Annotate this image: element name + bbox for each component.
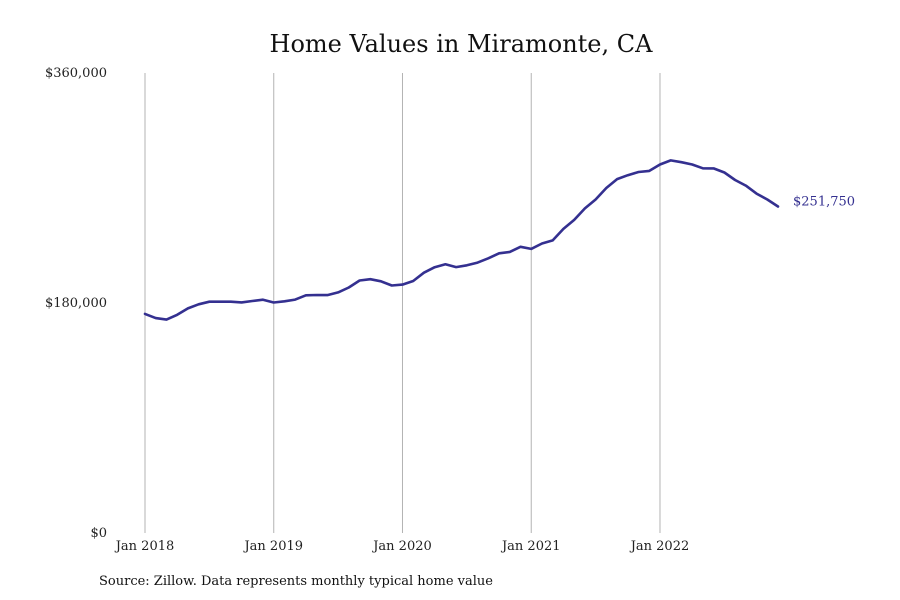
x-tick-label: Jan 2020 (371, 539, 432, 554)
series-end-label: $251,750 (793, 195, 855, 210)
chart-title: Home Values in Miramonte, CA (270, 30, 654, 58)
x-axis: Jan 2018 Jan 2019 Jan 2020 Jan 2021 Jan 2022 (114, 539, 690, 554)
x-tick-label: Jan 2019 (242, 539, 303, 554)
x-tick-label: Jan 2021 (500, 539, 561, 554)
grid-lines (144, 73, 661, 533)
source-note: Source: Zillow. Data represents monthly … (99, 574, 493, 589)
x-tick-label: Jan 2022 (629, 539, 690, 554)
series-layer: $251,750 (143, 159, 855, 321)
y-tick-label: $360,000 (45, 66, 107, 81)
series-line-0 (143, 159, 780, 321)
y-tick-label: $180,000 (45, 296, 107, 311)
x-tick-label: Jan 2018 (114, 539, 175, 554)
y-tick-label: $0 (90, 526, 107, 541)
y-axis: $0 $180,000 $360,000 (45, 66, 107, 541)
